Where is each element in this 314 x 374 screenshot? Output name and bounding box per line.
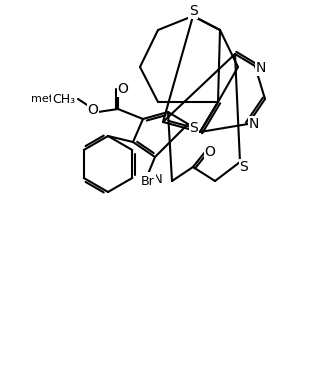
Text: CH₃: CH₃ [52, 92, 75, 105]
Text: O: O [117, 82, 128, 96]
Text: N: N [256, 61, 266, 75]
Text: N: N [249, 117, 259, 131]
Text: methyl: methyl [31, 94, 70, 104]
Text: S: S [189, 4, 198, 18]
Text: Br: Br [141, 175, 155, 187]
Text: HN: HN [145, 172, 164, 186]
Text: O: O [204, 145, 215, 159]
Text: S: S [240, 160, 248, 174]
Text: O: O [88, 103, 98, 117]
Text: S: S [190, 121, 198, 135]
